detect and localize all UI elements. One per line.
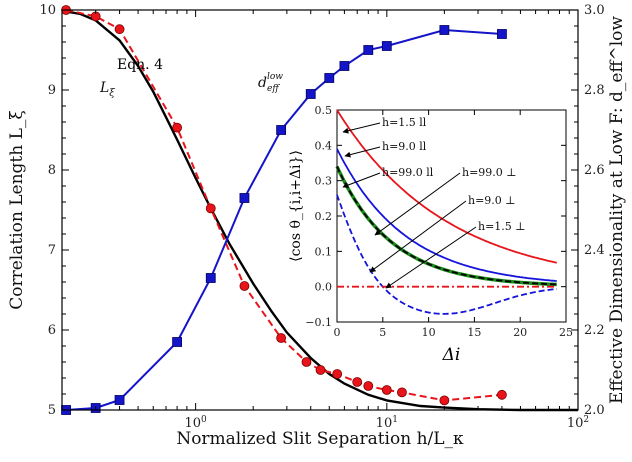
inset-x-tick-label: 5 (379, 326, 386, 339)
data-point-circle (239, 281, 250, 291)
inset-y-tick-label: −0.1 (305, 316, 332, 329)
inset-x-tick-label: 0 (334, 326, 341, 339)
main-frame (61, 9, 579, 411)
y2-tick-label: 2.2 (584, 323, 605, 338)
data-point-circle (352, 377, 363, 387)
data-point-square (339, 61, 350, 71)
data-point-square (439, 25, 450, 35)
main-axes (61, 9, 579, 411)
data-point-square (172, 337, 183, 347)
label-arrow (344, 146, 381, 158)
inset-series-label: h=1.5 ll (382, 116, 427, 129)
data-point-circle (301, 357, 312, 367)
x-tick-label: 101 (376, 415, 398, 431)
inset-series-line (336, 109, 557, 264)
inset-x-axis-label: Δi (442, 345, 461, 365)
x-tick-label: 100 (184, 415, 207, 431)
data-point-square (324, 73, 335, 83)
data-point-circle (315, 365, 326, 375)
data-point-circle (381, 385, 392, 395)
y-tick-label: 9 (48, 83, 56, 98)
data-point-circle (276, 333, 287, 343)
inset-series-label: h=99.0 ⊥ (462, 166, 517, 179)
inset-y-tick-label: 0.0 (315, 281, 333, 294)
x-axis-label: Normalized Slit Separation h/L_κ (176, 429, 464, 449)
inset-series-line (336, 194, 557, 315)
x-tick-label: 102 (567, 415, 589, 431)
y2-tick-label: 2.8 (584, 83, 605, 98)
y2-tick-label: 3.0 (584, 3, 605, 18)
deff-annotation: dlow eff (258, 72, 283, 94)
data-point-circle (332, 369, 343, 379)
label-arrow (369, 200, 467, 273)
inset-series-label: h=9.0 ll (382, 140, 427, 153)
data-point-circle (363, 381, 374, 391)
data-point-square (276, 125, 287, 135)
inset-series-label: h=99.0 ll (382, 166, 434, 179)
data-point-square (305, 89, 316, 99)
inset-series-label: h=9.0 ⊥ (468, 194, 516, 207)
inset-y-tick-label: 0.1 (315, 245, 333, 258)
series-line (61, 9, 578, 412)
y2-tick-label: 2.0 (584, 403, 605, 418)
data-point-circle (397, 387, 407, 398)
data-point-square (497, 29, 507, 39)
data-point-circle (439, 395, 450, 406)
label-arrow (342, 122, 381, 134)
inset-frame (336, 109, 567, 323)
data-point-circle (497, 389, 507, 400)
label-arrow (342, 172, 381, 188)
data-point-square (114, 395, 125, 405)
inset-x-tick-label: 10 (422, 326, 436, 339)
inset-series-label: h=1.5 ⊥ (478, 220, 526, 233)
y-tick-label: 8 (48, 163, 56, 178)
eqn-annotation: Eqn. 4 (117, 57, 163, 73)
y2-axis-label: Effective Dimensionality at Low F: d_eff… (607, 16, 627, 404)
inset-y-tick-label: 0.2 (315, 210, 333, 223)
label-arrow (385, 226, 477, 289)
inset-chart: 0 5 10 15 20 25 −0.1 0.0 0.1 0.2 0.3 0.4 0.5 Δi ⟨cos θ… (288, 104, 573, 365)
inset-y-tick-label: 0.4 (315, 139, 333, 152)
inset-x-tick-label: 15 (467, 326, 481, 339)
y2-tick-label: 2.6 (584, 163, 605, 178)
data-point-square (239, 193, 250, 203)
y-tick-label: 6 (48, 323, 56, 338)
y-tick-label: 5 (48, 403, 56, 418)
main-text: 100 101 10256789102.02.22.42.62.83.0Normal… (7, 3, 627, 449)
series-line (65, 9, 502, 402)
y-tick-label: 10 (39, 3, 56, 18)
inset-y-axis-label: ⟨cos θ_{i,i+Δi}⟩ (288, 150, 304, 262)
inset-series-line (336, 148, 557, 282)
label-arrow (374, 172, 461, 236)
inset-series-line (336, 166, 557, 286)
lxi-annotation: Lξ (99, 80, 115, 99)
inset-x-tick-label: 20 (513, 326, 527, 339)
y2-tick-label: 2.4 (584, 243, 605, 258)
data-point-circle (205, 203, 216, 214)
data-point-circle (172, 122, 183, 133)
inset-y-tick-label: 0.3 (315, 175, 333, 188)
data-point-square (205, 273, 216, 283)
data-point-square (381, 41, 392, 51)
y-tick-label: 7 (48, 243, 56, 258)
inset-x-tick-label: 25 (559, 326, 573, 339)
data-point-circle (114, 24, 125, 35)
data-point-square (363, 45, 374, 55)
y-axis-label: Correlation Length L_ξ (7, 110, 27, 310)
inset-y-tick-label: 0.5 (315, 104, 333, 117)
